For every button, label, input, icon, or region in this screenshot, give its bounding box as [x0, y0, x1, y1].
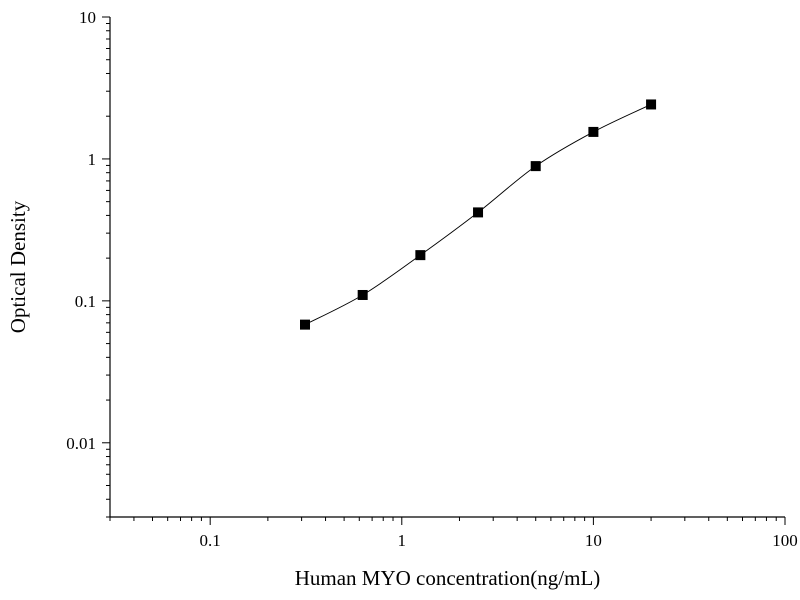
y-tick-label: 10	[79, 8, 96, 27]
axes	[109, 17, 785, 518]
x-tick-label: 10	[585, 531, 602, 550]
data-point	[300, 319, 311, 330]
x-tick-label: 100	[772, 531, 798, 550]
x-axis-title: Human MYO concentration(ng/mL)	[295, 566, 601, 590]
x-tick-label: 1	[398, 531, 407, 550]
y-tick-label: 1	[88, 150, 97, 169]
tick-group	[102, 16, 786, 525]
tick-label-group: 0.1 1 10 100 0.01 0.1 1 10	[66, 8, 798, 550]
data-point	[473, 207, 484, 218]
x-tick-label: 0.1	[200, 531, 221, 550]
data-point	[530, 161, 541, 172]
data-points	[300, 99, 657, 330]
y-axis-title: Optical Density	[6, 200, 30, 333]
y-tick-label: 0.1	[75, 292, 96, 311]
data-point	[646, 99, 657, 110]
data-point	[415, 250, 426, 261]
data-point	[588, 126, 599, 137]
y-tick-label: 0.01	[66, 434, 96, 453]
data-point	[357, 289, 368, 300]
